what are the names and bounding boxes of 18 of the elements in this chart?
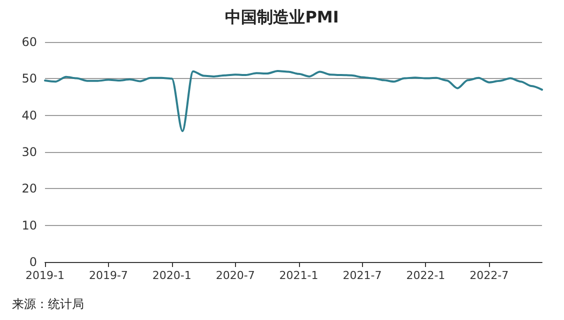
x-tick-label: 2019-1 bbox=[26, 269, 64, 282]
chart-title: 中国制造业PMI bbox=[225, 8, 339, 26]
y-tick-label: 60 bbox=[22, 35, 37, 49]
x-tick-label: 2022-7 bbox=[470, 269, 509, 282]
x-tick-label: 2019-7 bbox=[88, 269, 128, 282]
y-tick-label: 10 bbox=[22, 218, 37, 232]
y-tick-label: 50 bbox=[22, 72, 37, 86]
x-tick-label: 2021-1 bbox=[279, 269, 318, 282]
y-tick-label: 30 bbox=[22, 145, 37, 159]
line-series bbox=[44, 70, 543, 132]
x-tick-label: 2020-7 bbox=[216, 269, 255, 282]
x-tick-label: 2022-1 bbox=[406, 269, 446, 282]
y-tick-label: 40 bbox=[22, 108, 37, 122]
x-tick-label: 2020-1 bbox=[152, 269, 192, 282]
source-note: 来源：统计局 bbox=[12, 297, 84, 311]
y-tick-label: 0 bbox=[29, 255, 37, 269]
y-tick-label: 20 bbox=[22, 182, 37, 196]
x-tick-label: 2021-7 bbox=[342, 269, 382, 282]
